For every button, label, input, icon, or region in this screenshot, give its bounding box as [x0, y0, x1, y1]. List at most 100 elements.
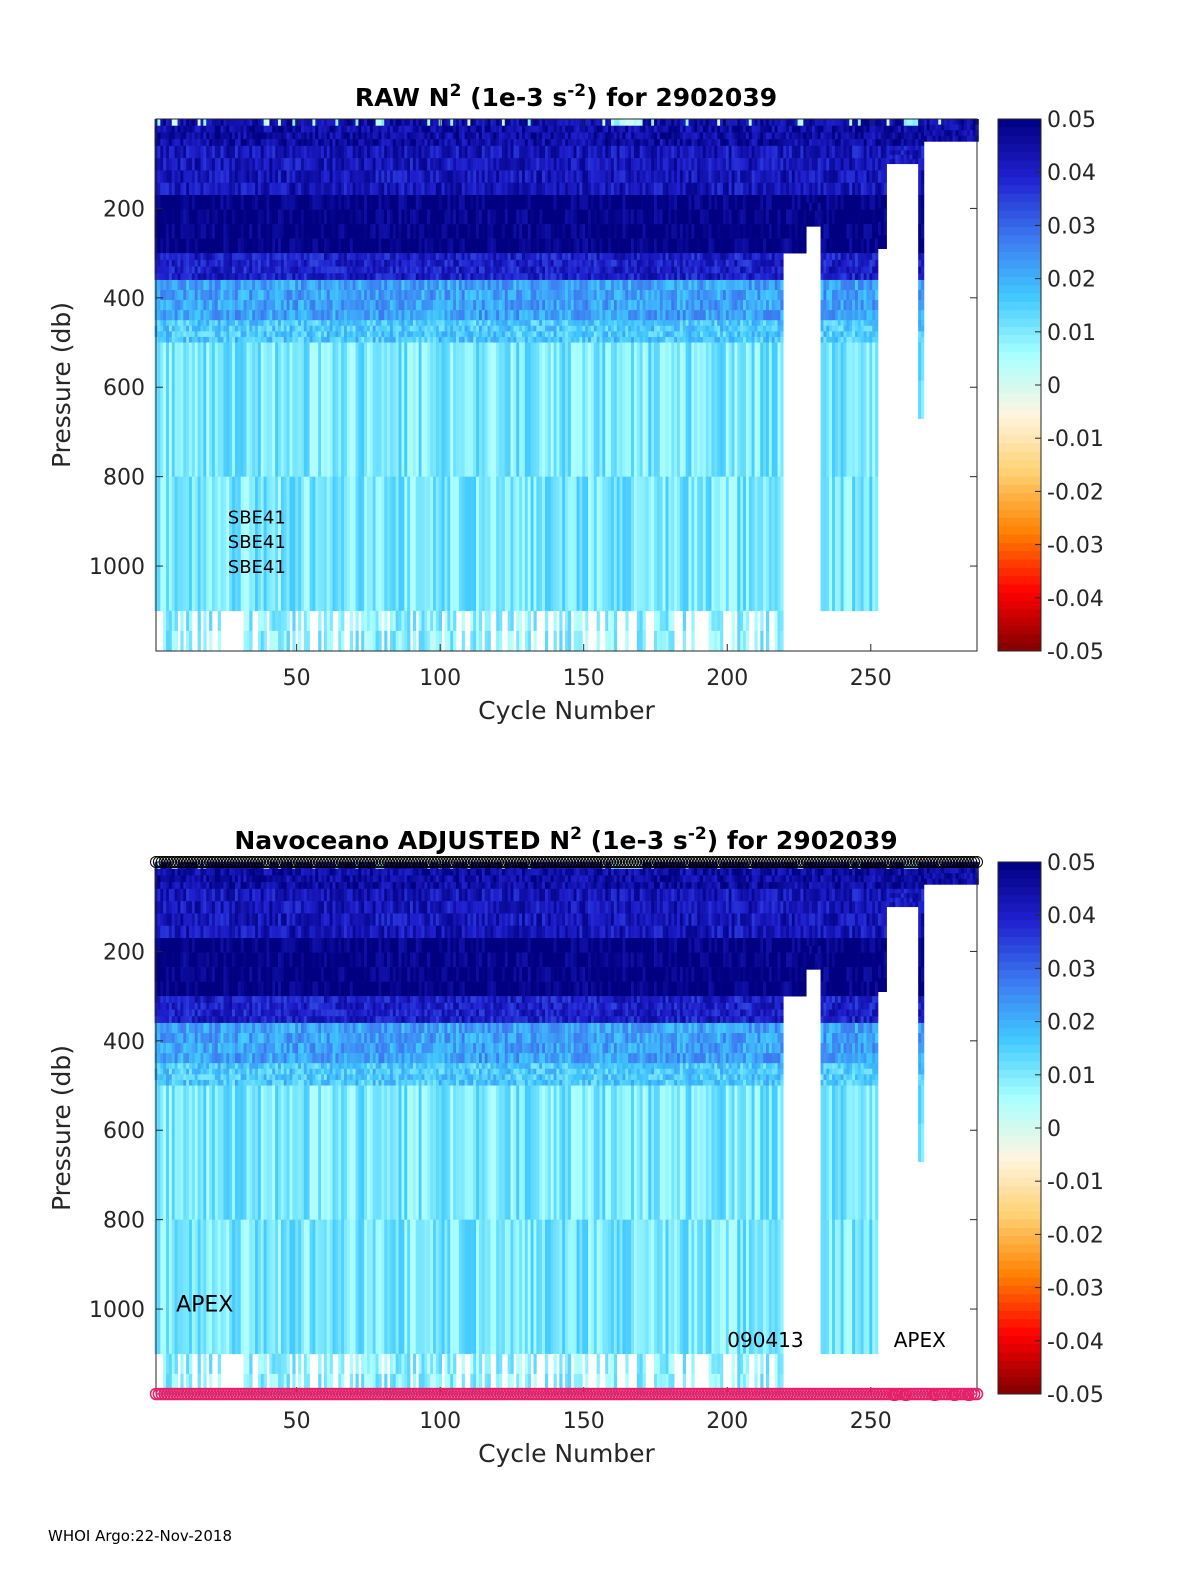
heatmap-cell — [266, 310, 270, 321]
heatmap-cell — [611, 119, 615, 127]
heatmap-cell — [674, 224, 678, 239]
heatmap-cell — [401, 336, 405, 343]
heatmap-cell — [378, 119, 382, 127]
heatmap-cell — [588, 325, 592, 332]
heatmap-cell — [516, 145, 520, 159]
heatmap-cell — [194, 310, 198, 321]
heatmap-cell — [590, 290, 595, 301]
heatmap-cell — [298, 119, 302, 127]
heatmap-cell — [447, 630, 451, 652]
heatmap-cell — [450, 273, 454, 281]
heatmap-cell — [407, 342, 411, 477]
heatmap-cell — [263, 300, 267, 311]
heatmap-cell — [478, 342, 483, 477]
heatmap-cell — [421, 259, 425, 267]
heatmap-cell — [312, 224, 316, 239]
heatmap-cell — [203, 145, 207, 159]
heatmap-cell — [401, 610, 405, 632]
heatmap-cell — [418, 170, 422, 184]
heatmap-cell — [585, 119, 589, 127]
heatmap-cell — [257, 139, 262, 147]
heatmap-cell — [455, 331, 460, 338]
heatmap-cell — [407, 195, 411, 210]
heatmap-cell — [542, 476, 546, 612]
heatmap-cell — [547, 342, 552, 477]
heatmap-cell — [335, 342, 339, 477]
heatmap-cell — [602, 320, 606, 327]
heatmap-cell — [312, 170, 316, 184]
heatmap-cell — [585, 320, 589, 327]
heatmap-cell — [243, 209, 247, 225]
heatmap-cell — [665, 195, 669, 210]
heatmap-cell — [243, 132, 247, 140]
heatmap-cell — [369, 476, 374, 612]
heatmap-cell — [344, 139, 348, 147]
heatmap-cell — [484, 630, 488, 652]
heatmap-cell — [295, 290, 299, 301]
heatmap-cell — [344, 182, 348, 196]
heatmap-cell — [605, 170, 609, 184]
heatmap-cell — [387, 119, 391, 127]
heatmap-cell — [645, 310, 649, 321]
heatmap-cell — [191, 342, 196, 477]
heatmap-cell — [490, 279, 494, 291]
heatmap-cell — [197, 320, 201, 327]
heatmap-cell — [458, 139, 463, 147]
heatmap-cell — [166, 320, 170, 327]
heatmap-cell — [481, 195, 486, 210]
heatmap-cell — [243, 119, 247, 127]
heatmap-cell — [166, 630, 170, 652]
heatmap-cell — [616, 170, 620, 184]
heatmap-cell — [189, 300, 193, 311]
heatmap-cell — [636, 325, 641, 332]
heatmap-cell — [590, 158, 595, 171]
heatmap-cell — [369, 300, 374, 311]
heatmap-cell — [524, 266, 529, 274]
heatmap-cell — [573, 290, 577, 301]
heatmap-cell — [654, 170, 658, 184]
heatmap-cell — [510, 336, 514, 343]
heatmap-cell — [278, 476, 282, 612]
heatmap-cell — [530, 300, 534, 311]
heatmap-cell — [298, 630, 302, 652]
heatmap-cell — [522, 310, 526, 321]
heatmap-cell — [298, 342, 302, 477]
heatmap-cell — [183, 336, 187, 343]
heatmap-cell — [642, 170, 646, 184]
heatmap-cell — [255, 279, 259, 291]
heatmap-cell — [585, 145, 589, 159]
heatmap-cell — [209, 610, 213, 632]
heatmap-cell — [671, 182, 675, 196]
heatmap-cell — [303, 331, 308, 338]
heatmap-cell — [539, 259, 543, 267]
heatmap-cell — [645, 224, 649, 239]
heatmap-cell — [611, 170, 615, 184]
heatmap-cell — [300, 224, 305, 239]
heatmap-cell — [487, 320, 491, 327]
heatmap-cell — [352, 145, 356, 159]
heatmap-cell — [312, 145, 316, 159]
heatmap-cell — [565, 259, 569, 267]
heatmap-cell — [679, 139, 684, 147]
heatmap-cell — [326, 132, 331, 140]
heatmap-cell — [499, 119, 503, 127]
heatmap-cell — [556, 119, 560, 127]
heatmap-cell — [671, 158, 675, 171]
heatmap-cell — [608, 139, 612, 147]
heatmap-cell — [415, 331, 420, 338]
heatmap-cell — [389, 209, 394, 225]
heatmap-cell — [203, 125, 207, 133]
heatmap-cell — [579, 320, 583, 327]
heatmap-cell — [275, 182, 279, 196]
heatmap-cell — [355, 279, 359, 291]
heatmap-cell — [163, 253, 167, 261]
heatmap-cell — [349, 310, 353, 321]
heatmap-cell — [553, 182, 557, 196]
heatmap-cell — [455, 259, 460, 267]
heatmap-cell — [369, 145, 374, 159]
heatmap-cell — [513, 273, 517, 281]
heatmap-cell — [387, 273, 391, 281]
heatmap-cell — [608, 119, 612, 127]
heatmap-cell — [240, 132, 244, 140]
heatmap-cell — [596, 132, 600, 140]
